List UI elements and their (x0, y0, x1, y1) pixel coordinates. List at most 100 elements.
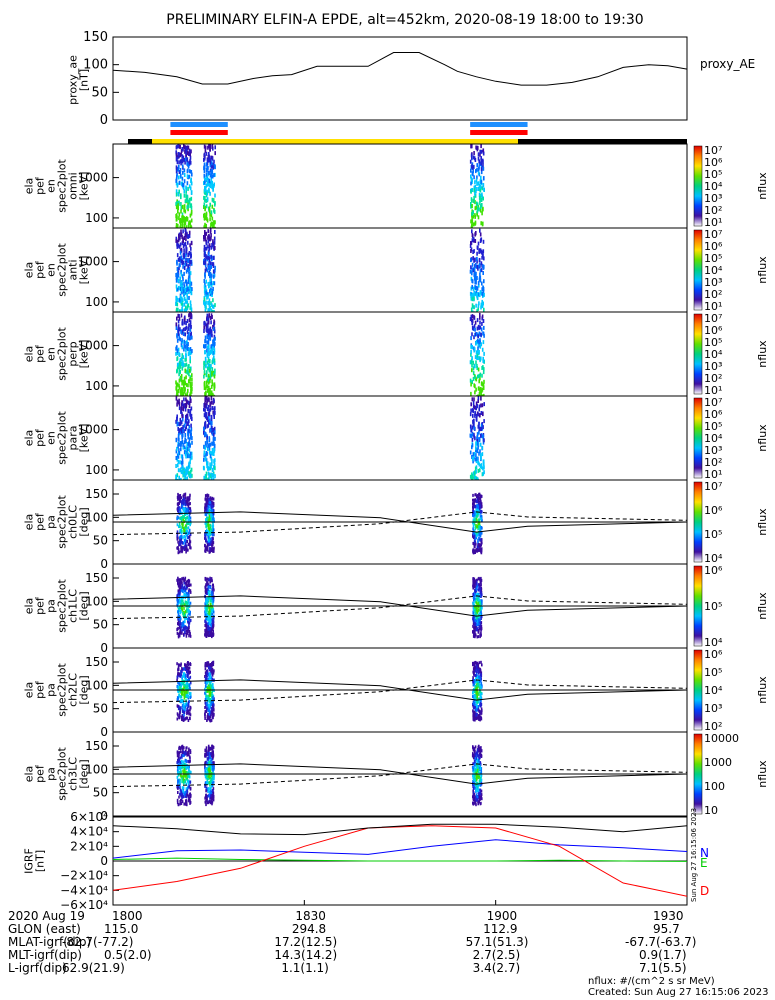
flux-pixel (209, 184, 212, 189)
flux-pixel (209, 202, 211, 207)
flux-pixel (210, 344, 212, 349)
flux-pixel (178, 309, 181, 312)
flux-pixel (189, 287, 192, 292)
flux-pixel (186, 627, 188, 631)
panel-ylabel-line: ch1LC (67, 589, 80, 623)
flux-pixel (481, 263, 483, 268)
panel-ylabel-line: pef (34, 680, 47, 699)
flux-pixel (205, 477, 208, 480)
flux-pixel (204, 681, 207, 684)
flux-pixel (478, 249, 480, 254)
flux-pixel (207, 380, 210, 385)
flux-pixel (204, 148, 207, 153)
flux-pixel (210, 503, 213, 507)
flux-pixel (478, 159, 480, 164)
flux-pixel (209, 212, 211, 217)
flux-pixel (186, 526, 188, 530)
flux-pixel (471, 233, 474, 238)
flux-pixel (212, 634, 214, 637)
flux-pixel (186, 536, 189, 540)
flux-pixel (482, 151, 485, 156)
flux-pixel (177, 626, 179, 630)
flux-pixel (480, 305, 482, 310)
flux-pixel (182, 674, 185, 678)
flux-pixel (181, 366, 184, 371)
flux-pixel (185, 154, 187, 159)
flux-pixel (474, 505, 477, 509)
flux-pixel (175, 178, 177, 183)
flux-pixel (185, 352, 187, 357)
flux-pixel (470, 476, 473, 480)
flux-pixel (204, 308, 207, 312)
flux-pixel (480, 179, 483, 184)
flux-pixel (208, 497, 211, 501)
flux-pixel (213, 519, 215, 523)
flux-pixel (472, 694, 474, 698)
flux-pixel (483, 325, 485, 330)
flux-pixel (182, 445, 185, 450)
flux-pixel (203, 144, 206, 149)
flux-pixel (183, 168, 186, 173)
flux-pixel (186, 292, 188, 297)
flux-pixel (478, 680, 481, 684)
flux-pixel (480, 711, 483, 714)
flux-pixel (472, 413, 474, 418)
flux-pixel (187, 163, 190, 168)
flux-pixel (184, 452, 187, 457)
flux-pixel (203, 457, 205, 462)
flux-pixel (206, 664, 209, 668)
flux-pixel (209, 350, 212, 355)
flux-pixel (471, 165, 474, 170)
flux-pixel (212, 602, 214, 606)
flux-pixel (471, 267, 474, 272)
flux-pixel (483, 402, 485, 407)
flux-pixel (205, 199, 207, 203)
flux-pixel (213, 173, 215, 178)
flux-pixel (184, 327, 186, 331)
flux-pixel (178, 234, 180, 239)
flux-pixel (474, 364, 476, 369)
flux-pixel (204, 422, 206, 427)
flux-pixel (178, 694, 180, 698)
flux-pixel (179, 263, 181, 268)
flux-pixel (477, 495, 480, 499)
flux-pixel (212, 393, 214, 396)
colorbar (693, 649, 703, 731)
flux-pixel (475, 231, 477, 235)
flux-pixel (183, 614, 185, 618)
flux-pixel (176, 242, 178, 247)
flux-pixel (212, 541, 215, 545)
flux-pixel (208, 352, 210, 357)
flux-pixel (209, 547, 211, 551)
flux-pixel (212, 346, 214, 351)
flux-pixel (474, 436, 476, 441)
flux-pixel (479, 387, 482, 391)
flux-pixel (188, 461, 190, 466)
flux-pixel (203, 213, 206, 218)
flux-pixel (476, 676, 479, 679)
panel-ylabel-line: en (45, 179, 58, 193)
flux-pixel (185, 541, 187, 545)
flux-pixel (178, 715, 180, 719)
flux-pixel (185, 519, 187, 523)
flux-pixel (477, 635, 480, 639)
flux-pixel (471, 476, 474, 480)
flux-pixel (482, 365, 484, 370)
flux-pixel (187, 334, 189, 339)
flux-pixel (178, 432, 180, 437)
flux-pixel (477, 613, 480, 617)
flux-pixel (210, 173, 213, 177)
flux-pixel (189, 493, 191, 497)
flux-pixel (477, 668, 480, 672)
flux-pixel (178, 256, 181, 261)
flux-pixel (179, 327, 181, 332)
flux-pixel (204, 667, 207, 671)
flux-pixel (183, 515, 185, 519)
flux-pixel (181, 219, 184, 223)
flux-pixel (180, 518, 183, 522)
flux-pixel (210, 540, 212, 544)
flux-pixel (474, 457, 476, 462)
flux-pixel (190, 170, 193, 174)
flux-pixel (184, 594, 186, 598)
flux-pixel (208, 450, 211, 455)
